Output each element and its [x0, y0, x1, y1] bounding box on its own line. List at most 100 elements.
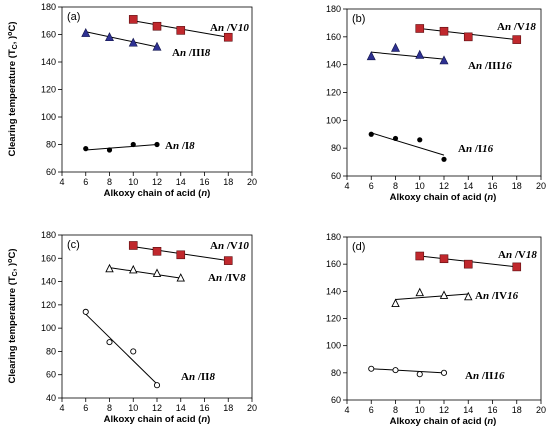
series-label: An /V10	[210, 240, 249, 252]
trend-line	[371, 132, 445, 156]
x-tick-label: 20	[247, 177, 257, 187]
y-tick-label: 140	[326, 60, 341, 70]
x-tick-label: 8	[107, 403, 112, 413]
y-tick-label: 120	[326, 88, 341, 98]
data-point	[464, 291, 473, 301]
series-label: An /V10	[210, 22, 249, 34]
x-tick-label: 10	[415, 181, 425, 191]
panel-b: 4 6 8 10 12 14 16 18 20 60 80 100 120 140 160 180 (b) Alk…	[326, 4, 546, 203]
x-tick-label: 6	[369, 405, 374, 415]
x-tick-label: 4	[59, 403, 64, 413]
y-tick-label: 180	[326, 232, 341, 242]
data-point	[223, 256, 233, 265]
x-tick-label: 16	[199, 403, 209, 413]
series-label: An /III16	[468, 60, 512, 72]
x-tick-label: 16	[487, 181, 497, 191]
data-point	[439, 55, 449, 65]
series-an-v18: An /V18	[415, 21, 536, 44]
data-point	[176, 273, 185, 282]
x-axis-label: Alkoxy chain of acid (n)	[104, 188, 211, 199]
x-tick-label: 4	[344, 405, 349, 415]
trend-line	[85, 313, 158, 385]
data-point	[81, 27, 91, 37]
data-point	[415, 287, 424, 297]
y-axis-label: Clearing temperature (TC, )oC)	[7, 22, 19, 157]
y-tick-label: 180	[41, 230, 56, 240]
data-point	[512, 35, 522, 44]
data-point	[417, 137, 423, 143]
data-point	[106, 147, 113, 153]
x-tick-label: 16	[199, 177, 209, 187]
x-tick-label: 12	[439, 181, 449, 191]
trend-line	[85, 31, 158, 48]
data-point	[366, 51, 376, 61]
y-tick-label: 80	[331, 368, 341, 378]
y-tick-label: 180	[326, 4, 341, 14]
x-tick-label: 4	[344, 181, 349, 191]
data-point	[440, 369, 448, 376]
data-point	[392, 135, 399, 142]
data-point	[153, 382, 161, 389]
panel-label: (b)	[352, 13, 365, 25]
data-point	[415, 251, 425, 261]
trend-line	[109, 267, 181, 279]
x-tick-label: 4	[59, 177, 64, 187]
x-tick-label: 8	[393, 405, 398, 415]
data-point	[152, 41, 162, 51]
series-an-iv8: An /IV8	[105, 263, 246, 284]
x-tick-label: 18	[512, 181, 522, 191]
y-tick-label: 100	[326, 341, 341, 351]
data-point	[83, 146, 89, 152]
data-point	[439, 290, 449, 299]
trend-line	[85, 144, 158, 151]
y-tick-label: 60	[331, 395, 341, 405]
panel-label: (c)	[67, 239, 80, 251]
data-point	[392, 367, 399, 374]
data-point	[223, 32, 233, 42]
x-tick-label: 20	[247, 403, 257, 413]
y-tick-label: 80	[331, 143, 341, 153]
data-point	[176, 26, 186, 35]
x-axis-label: Alkoxy chain of acid (n)	[104, 414, 211, 425]
series-an-i8: An /I8	[83, 140, 195, 153]
y-axis-label: Clearing temperature (TC, )oC)	[7, 249, 19, 384]
trend-line	[395, 293, 469, 300]
x-tick-label: 6	[83, 403, 88, 413]
panel-label: (d)	[352, 241, 365, 253]
data-point	[441, 156, 447, 162]
x-tick-label: 10	[128, 177, 138, 187]
trend-line	[371, 51, 445, 60]
data-point	[391, 298, 400, 308]
panel-c: 4 6 8 10 12 14 16 18 20 40 60 80 100 120 140 160 180 (c) A…	[7, 230, 257, 425]
x-tick-label: 14	[463, 405, 473, 415]
x-tick-label: 12	[152, 177, 162, 187]
y-tick-label: 60	[46, 370, 56, 380]
x-tick-label: 12	[439, 405, 449, 415]
series-label: An /IV16	[475, 290, 519, 302]
x-tick-label: 10	[128, 403, 138, 413]
y-tick-label: 60	[46, 167, 56, 177]
series-an-iii16: An /III16	[366, 42, 512, 72]
data-point	[130, 348, 137, 355]
series-label: An /V18	[498, 249, 537, 261]
series-label: An /I16	[458, 143, 494, 155]
x-tick-label: 14	[463, 181, 473, 191]
x-tick-label: 10	[415, 405, 425, 415]
x-tick-label: 14	[176, 177, 186, 187]
data-point	[415, 24, 425, 33]
y-tick-label: 100	[41, 323, 56, 333]
data-point	[128, 37, 138, 47]
y-tick-label: 140	[41, 57, 56, 67]
data-point	[391, 42, 400, 52]
y-tick-label: 120	[41, 300, 56, 310]
series-an-ii16: An /II16	[368, 365, 505, 382]
data-point	[105, 263, 114, 273]
data-point	[128, 15, 138, 24]
y-tick-label: 180	[41, 2, 56, 12]
panel-a: 4 6 8 10 12 14 16 18 20 60 80 100 120 140 160 180 (a) Alk…	[7, 2, 257, 199]
series-an-v10: An /V10	[128, 240, 249, 265]
x-tick-label: 8	[393, 181, 398, 191]
x-tick-label: 18	[223, 177, 233, 187]
data-point	[105, 32, 114, 42]
